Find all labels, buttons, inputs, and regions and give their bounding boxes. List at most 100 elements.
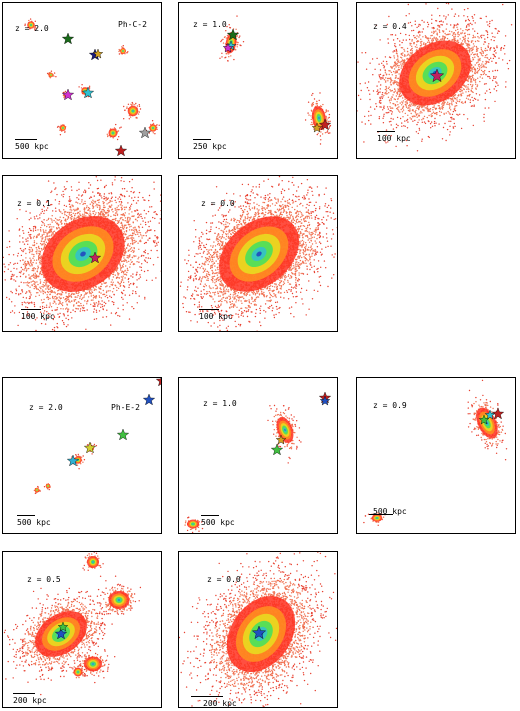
particle xyxy=(462,36,465,39)
particle xyxy=(129,116,132,118)
particle xyxy=(46,72,49,75)
particle xyxy=(357,61,359,63)
particle xyxy=(452,127,455,129)
particle xyxy=(125,274,128,276)
particle xyxy=(402,102,404,104)
particle xyxy=(366,87,369,89)
particle xyxy=(416,123,418,126)
particle xyxy=(60,219,63,222)
particle xyxy=(471,76,474,79)
particle xyxy=(158,124,160,127)
particle xyxy=(467,40,470,43)
particle xyxy=(66,180,68,183)
particle xyxy=(485,60,487,63)
particle xyxy=(432,39,434,41)
particle xyxy=(438,25,441,27)
particle xyxy=(370,114,372,117)
particle xyxy=(457,41,460,44)
particle xyxy=(379,96,381,99)
particle xyxy=(449,106,451,108)
particle xyxy=(116,220,119,222)
particle xyxy=(500,49,502,51)
panel-image xyxy=(3,176,161,331)
particle xyxy=(387,96,390,99)
particle xyxy=(477,56,479,58)
particle xyxy=(24,23,26,25)
particle xyxy=(53,230,56,232)
particle xyxy=(325,115,327,118)
particle xyxy=(19,241,21,243)
particle xyxy=(41,289,44,291)
particle xyxy=(455,102,458,105)
particle xyxy=(155,124,158,127)
particle xyxy=(402,39,404,41)
particle xyxy=(221,39,223,41)
particle xyxy=(110,284,112,286)
particle xyxy=(225,30,227,32)
particle xyxy=(449,125,451,128)
particle xyxy=(453,33,455,35)
particle xyxy=(395,49,398,52)
particle xyxy=(59,129,61,131)
particle xyxy=(387,108,390,110)
particle xyxy=(488,76,490,78)
particle xyxy=(455,24,457,26)
particle xyxy=(453,24,455,26)
particle xyxy=(328,127,330,129)
particle xyxy=(397,108,399,111)
particle xyxy=(121,277,124,279)
particle xyxy=(433,122,436,125)
particle xyxy=(88,85,91,88)
particle xyxy=(457,35,459,38)
particle xyxy=(138,295,140,297)
particle xyxy=(471,60,473,63)
particle xyxy=(416,116,418,118)
particle xyxy=(474,36,476,38)
particle xyxy=(396,92,399,94)
particle xyxy=(429,37,431,39)
particle xyxy=(383,113,385,116)
particle xyxy=(107,290,110,292)
particle xyxy=(409,102,411,104)
galaxy-star-marker xyxy=(311,122,323,133)
particle xyxy=(460,28,462,30)
particle xyxy=(505,86,507,88)
particle xyxy=(395,126,398,129)
particle xyxy=(329,132,331,134)
particle xyxy=(399,61,401,64)
particle xyxy=(451,8,453,10)
particle xyxy=(68,196,71,198)
particle xyxy=(454,110,457,112)
particle xyxy=(377,89,379,91)
particle xyxy=(498,57,500,59)
particle xyxy=(128,284,130,286)
particle xyxy=(431,38,434,40)
particle xyxy=(428,42,431,44)
particle xyxy=(432,32,435,34)
particle xyxy=(49,223,51,226)
particle xyxy=(457,100,459,103)
particle xyxy=(394,80,396,82)
particle xyxy=(21,291,24,293)
particle xyxy=(396,63,399,65)
particle xyxy=(483,120,485,122)
particle xyxy=(43,298,45,301)
particle xyxy=(114,313,117,315)
particle xyxy=(117,130,120,132)
panel-c2-z20: z = 2.0 Ph-C-2 500 kpc xyxy=(2,2,162,159)
particle xyxy=(40,236,42,238)
particle xyxy=(33,305,36,308)
particle xyxy=(137,196,139,198)
particle xyxy=(407,107,409,110)
particle xyxy=(415,109,417,112)
particle xyxy=(421,140,423,142)
particle xyxy=(461,101,463,103)
particle xyxy=(414,36,416,39)
particle xyxy=(121,195,124,197)
particle xyxy=(454,35,457,37)
particle xyxy=(466,43,469,45)
particle xyxy=(127,255,130,257)
particle xyxy=(426,105,429,108)
particle xyxy=(394,72,396,74)
particle xyxy=(222,38,224,41)
